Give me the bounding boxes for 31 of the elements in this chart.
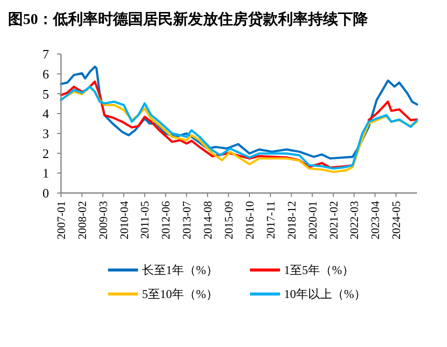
x-tick-label: 2009-03	[98, 200, 110, 240]
x-tick-label: 2020-01	[307, 200, 320, 240]
y-tick-label: 0	[42, 186, 49, 201]
y-tick-label: 7	[42, 46, 50, 62]
x-tick-label: 2023-04	[370, 200, 382, 240]
y-tick-label: 4	[42, 106, 50, 122]
x-tick-label: 2021-02	[328, 200, 340, 240]
legend-label: 5至10年（%）	[142, 287, 218, 302]
x-tick-label: 2015-09	[224, 200, 236, 240]
line-series	[60, 66, 418, 160]
y-tick-label: 5	[42, 86, 49, 102]
x-tick-label: 2014-08	[202, 200, 215, 240]
x-tick-label: 2010-04	[118, 200, 131, 240]
y-tick-label: 6	[42, 66, 50, 82]
y-tick-label: 3	[42, 126, 49, 141]
x-tick-label: 2013-07	[182, 200, 194, 240]
x-tick-label: 2017-11	[265, 200, 278, 239]
x-tick-label: 2011-05	[140, 200, 152, 239]
legend-label: 长至1年（%）	[142, 263, 218, 278]
x-tick-label: 2024-05	[391, 200, 404, 240]
legend-label: 10年以上（%）	[284, 287, 366, 302]
chart-title: 图50：低利率时德国居民新发放住房贷款利率持续下降	[8, 10, 369, 28]
y-tick-label: 2	[42, 146, 49, 161]
legend-label: 1至5年（%）	[284, 263, 354, 278]
x-tick-label: 2008-02	[76, 200, 89, 240]
x-tick-label: 2022-03	[349, 200, 362, 240]
y-tick-label: 1	[42, 166, 49, 181]
x-tick-label: 2007-01	[56, 200, 68, 240]
x-tick-label: 2012-06	[160, 200, 173, 240]
x-tick-label: 2016-10	[244, 200, 257, 240]
x-tick-label: 2018-12	[286, 200, 298, 240]
